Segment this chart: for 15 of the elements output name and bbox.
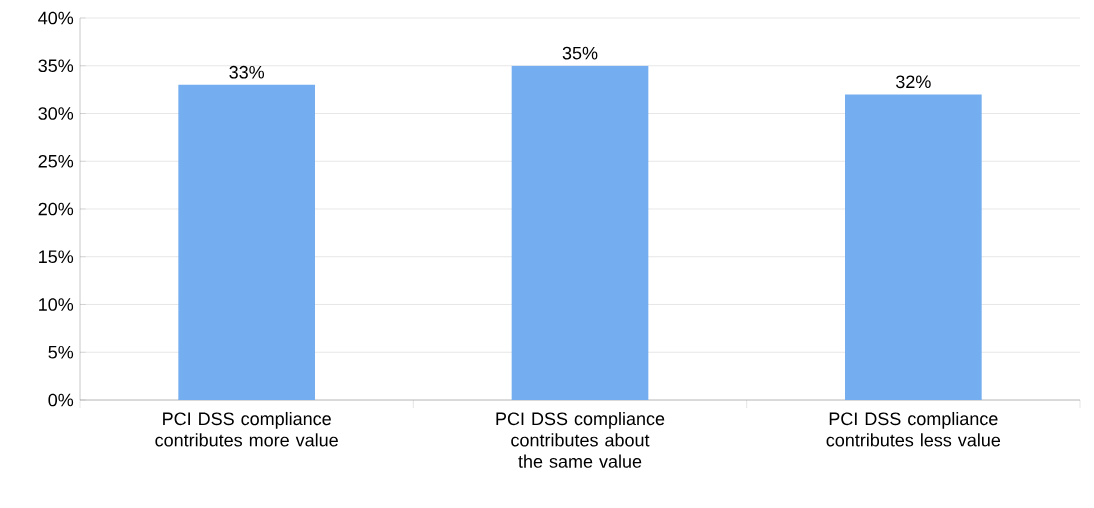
y-tick-label: 10%	[39, 298, 74, 311]
x-tick-label: PCI DSS compliance contributes more value	[155, 411, 338, 447]
y-tick-label: 0%	[48, 393, 74, 407]
x-tick-label: PCI DSS compliance contributes about the same value	[496, 411, 665, 468]
y-tick-label: 40%	[38, 11, 74, 25]
y-tick-label: 25%	[38, 154, 74, 168]
data-label: 35%	[562, 46, 598, 60]
y-tick-label: 20%	[38, 202, 74, 216]
x-tick-label: PCI DSS compliance contributes less value	[826, 411, 1001, 447]
data-label: 33%	[229, 65, 265, 79]
y-tick-label: 30%	[38, 107, 74, 120]
data-label: 32%	[896, 75, 931, 89]
y-tick-label: 15%	[39, 250, 74, 264]
y-tick-label: 35%	[38, 59, 74, 73]
y-tick-label: 5%	[48, 345, 74, 359]
